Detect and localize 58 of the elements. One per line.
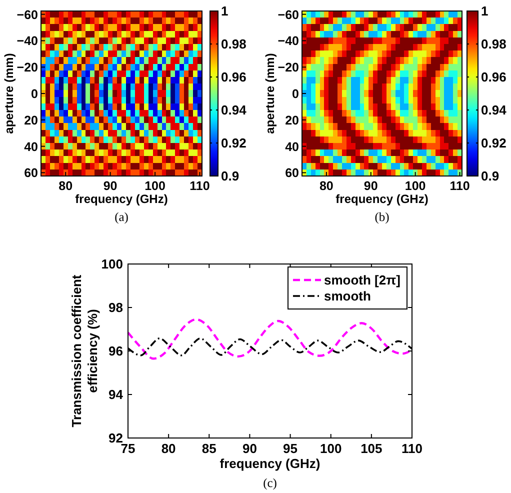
y-tick-label: 92: [108, 430, 123, 446]
text: (a): [114, 210, 128, 224]
x-tick-label: 100: [320, 441, 342, 456]
y-tick-label: 60: [24, 166, 38, 180]
y-tick-label: 98: [108, 300, 123, 316]
color-bar-label: 0.96: [221, 70, 246, 85]
x-tick-label: 105: [360, 441, 382, 456]
legend-label: smooth [2π]: [324, 272, 400, 288]
x-axis-title: frequency (GHz): [336, 192, 428, 206]
x-tick-label: 80: [161, 441, 176, 456]
text: (b): [374, 210, 390, 224]
x-tick-label: 90: [103, 179, 118, 193]
color-bar-label: 0.9: [481, 168, 500, 184]
x-tick-label: 110: [190, 179, 210, 193]
color-bar-label: 1: [221, 4, 228, 19]
y-tick-label: −60: [278, 8, 300, 22]
y-tick-label: 60: [285, 166, 300, 180]
y-tick-label: −40: [278, 34, 300, 48]
color-bar-label: 0.94: [481, 102, 508, 118]
y-axis-title: aperture (mm): [263, 53, 277, 134]
color-bar-label: 0.9: [221, 168, 240, 184]
x-tick-label: 100: [404, 179, 426, 193]
y-tick-label: 0: [292, 87, 300, 101]
color-bar-label: 1: [481, 4, 488, 19]
x-tick-label: 95: [283, 441, 298, 456]
y-tick-label: 40: [285, 140, 300, 154]
y-tick-label: 100: [101, 256, 123, 272]
color-bar-label: 0.94: [221, 102, 248, 118]
color-bar-label: 0.98: [481, 36, 506, 52]
y-tick-label: 96: [108, 344, 123, 359]
y-tick-label: 94: [108, 387, 124, 402]
color-bar-label: 0.92: [221, 136, 246, 151]
x-tick-label: 90: [364, 179, 378, 193]
y-tick-label: 20: [24, 113, 38, 128]
y-tick-label: −40: [16, 34, 38, 48]
y-axis-title: aperture (mm): [2, 53, 16, 134]
x-axis-title: frequency (GHz): [220, 456, 320, 471]
y-tick-label: 0: [31, 87, 38, 101]
x-tick-label: 85: [202, 441, 216, 456]
color-bar-label: 0.98: [221, 36, 246, 52]
color-bar-label: 0.92: [481, 136, 506, 151]
x-tick-label: 110: [450, 179, 470, 193]
text: (c): [263, 476, 277, 490]
x-tick-label: 90: [242, 441, 257, 456]
y-tick-label: −20: [278, 60, 300, 75]
legend-label: smooth: [324, 288, 371, 304]
x-tick-label: 110: [402, 441, 422, 456]
x-tick-label: 100: [144, 179, 166, 193]
x-tick-label: 80: [58, 179, 73, 193]
y-tick-label: 40: [24, 140, 38, 154]
x-tick-label: 80: [319, 179, 334, 193]
x-tick-label: 75: [120, 441, 136, 456]
y-tick-label: −60: [16, 8, 38, 22]
y-tick-label: −20: [16, 60, 38, 75]
color-bar-label: 0.96: [481, 70, 506, 85]
y-tick-label: 20: [285, 113, 300, 128]
x-axis-title: frequency (GHz): [75, 192, 168, 206]
y-axis-title: Transmission coefficient efficiency (%): [69, 274, 100, 428]
